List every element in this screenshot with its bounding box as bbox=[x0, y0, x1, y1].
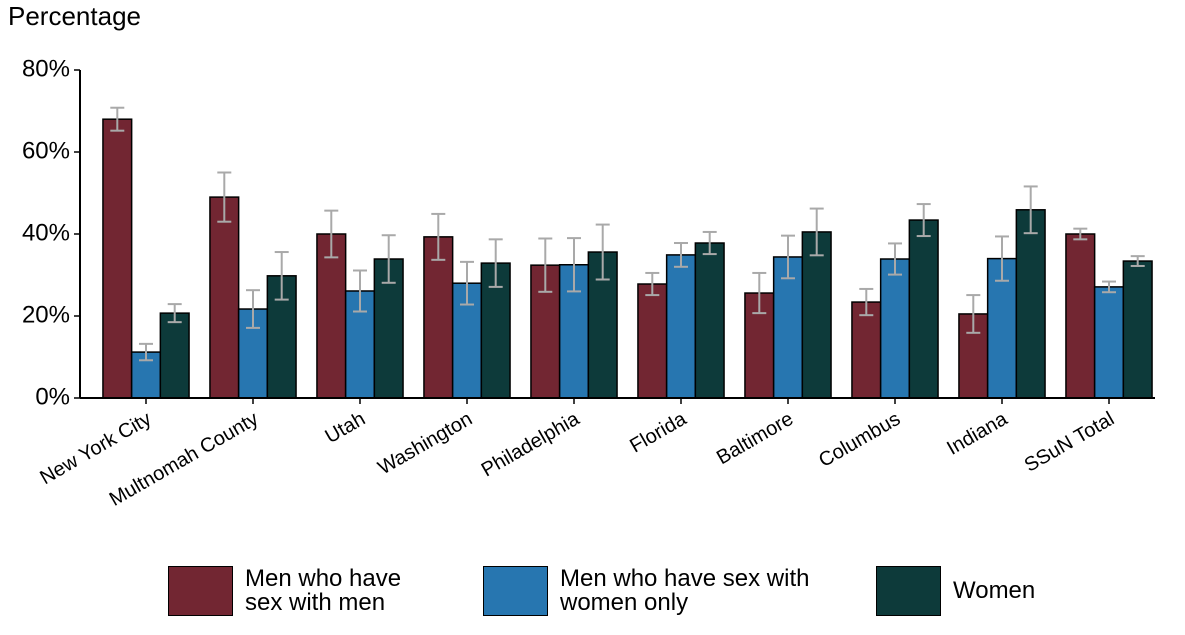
y-tick-label: 60% bbox=[22, 137, 70, 164]
error-bar bbox=[460, 260, 474, 306]
error-bar bbox=[538, 237, 553, 293]
legend-swatch bbox=[483, 566, 548, 616]
legend-item: Men who have sex with men bbox=[168, 566, 445, 616]
x-tick-label: Indiana bbox=[943, 407, 1012, 459]
bar bbox=[851, 301, 882, 399]
error-bar bbox=[381, 234, 396, 284]
legend: Men who have sex with men Men who have se… bbox=[0, 566, 1185, 626]
error-bar bbox=[217, 171, 232, 223]
error-bar bbox=[567, 237, 581, 293]
bar bbox=[102, 118, 133, 399]
bar bbox=[637, 283, 668, 399]
error-bar bbox=[888, 242, 902, 276]
y-tick-label: 20% bbox=[22, 301, 70, 328]
y-tick-label: 0% bbox=[35, 383, 70, 410]
error-bar bbox=[781, 234, 795, 280]
error-bar bbox=[916, 203, 931, 238]
x-tick-label: Washington bbox=[374, 408, 476, 479]
bar bbox=[159, 312, 190, 399]
bar bbox=[316, 233, 347, 399]
y-axis-title: Percentage bbox=[8, 1, 141, 31]
error-bar bbox=[702, 230, 717, 256]
error-bar bbox=[1023, 185, 1038, 235]
chart: Percentage 0%20%40%60%80%New York CityMu… bbox=[8, 1, 1155, 511]
error-bar bbox=[995, 235, 1009, 282]
y-tick-label: 40% bbox=[22, 219, 70, 246]
error-bar bbox=[488, 238, 503, 288]
error-bar bbox=[139, 342, 153, 362]
legend-item: Women bbox=[876, 566, 1035, 616]
error-bar bbox=[674, 242, 688, 268]
error-bar bbox=[274, 251, 289, 301]
error-bar bbox=[246, 289, 260, 329]
x-tick-label: Baltimore bbox=[713, 408, 797, 469]
bar bbox=[423, 236, 454, 399]
error-bar bbox=[809, 207, 824, 257]
x-tick-label: Philadelphia bbox=[478, 407, 584, 481]
bar bbox=[1065, 233, 1096, 399]
legend-label: Women bbox=[953, 577, 1036, 604]
error-bar bbox=[353, 269, 367, 313]
x-tick-label: SSuN Total bbox=[1021, 408, 1118, 477]
x-tick-label: Columbus bbox=[815, 408, 904, 472]
bar bbox=[694, 242, 725, 399]
legend-label: Men who have sex with men bbox=[245, 565, 402, 616]
error-bar bbox=[595, 223, 610, 281]
bar bbox=[209, 196, 240, 399]
error-bar bbox=[645, 271, 660, 297]
legend-label: Men who have sex with women only bbox=[560, 565, 810, 616]
error-bar bbox=[1073, 227, 1088, 241]
error-bar bbox=[752, 271, 767, 315]
bar bbox=[1122, 260, 1153, 399]
bar bbox=[801, 231, 832, 399]
legend-swatch bbox=[876, 566, 941, 616]
bar bbox=[1015, 209, 1046, 399]
error-bar bbox=[431, 212, 446, 261]
bar bbox=[1093, 286, 1125, 399]
bar bbox=[908, 219, 939, 399]
legend-swatch bbox=[168, 566, 233, 616]
x-tick-label: Florida bbox=[626, 407, 691, 457]
error-bar bbox=[167, 303, 182, 324]
error-bar bbox=[110, 106, 125, 132]
y-tick-label: 80% bbox=[22, 55, 70, 82]
error-bar bbox=[1130, 255, 1145, 267]
bar bbox=[772, 256, 804, 399]
error-bar bbox=[1102, 280, 1116, 294]
error-bar bbox=[966, 294, 981, 334]
bar bbox=[665, 254, 697, 399]
legend-item: Men who have sex with women only bbox=[483, 566, 830, 616]
error-bar bbox=[859, 287, 874, 317]
error-bar bbox=[324, 209, 339, 259]
bar bbox=[879, 258, 911, 399]
x-tick-label: Utah bbox=[322, 408, 370, 448]
